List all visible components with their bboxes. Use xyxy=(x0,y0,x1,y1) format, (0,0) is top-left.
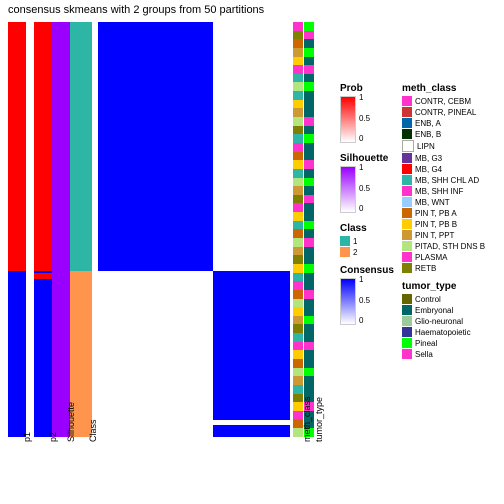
figure: consensus skmeans with 2 groups from 50 … xyxy=(0,0,504,504)
axis-label: tumor_type xyxy=(314,397,324,442)
axis-label: p2 xyxy=(48,432,58,442)
column-Consensus xyxy=(98,22,290,437)
column-p1 xyxy=(8,22,26,437)
plot-area xyxy=(8,22,328,437)
axis-labels: p1p2SilhouetteClassmeth_classtumor_type xyxy=(8,440,328,500)
axis-label: p1 xyxy=(22,432,32,442)
plot-title: consensus skmeans with 2 groups from 50 … xyxy=(8,4,264,16)
column-meth_class xyxy=(293,22,303,437)
axis-label: Silhouette xyxy=(66,402,76,442)
column-tumor_type xyxy=(304,22,314,437)
axis-label: meth_class xyxy=(302,396,312,442)
column-Silhouette xyxy=(52,22,70,437)
axis-label: Class xyxy=(88,419,98,442)
column-Class xyxy=(70,22,92,437)
column-p2 xyxy=(34,22,52,437)
